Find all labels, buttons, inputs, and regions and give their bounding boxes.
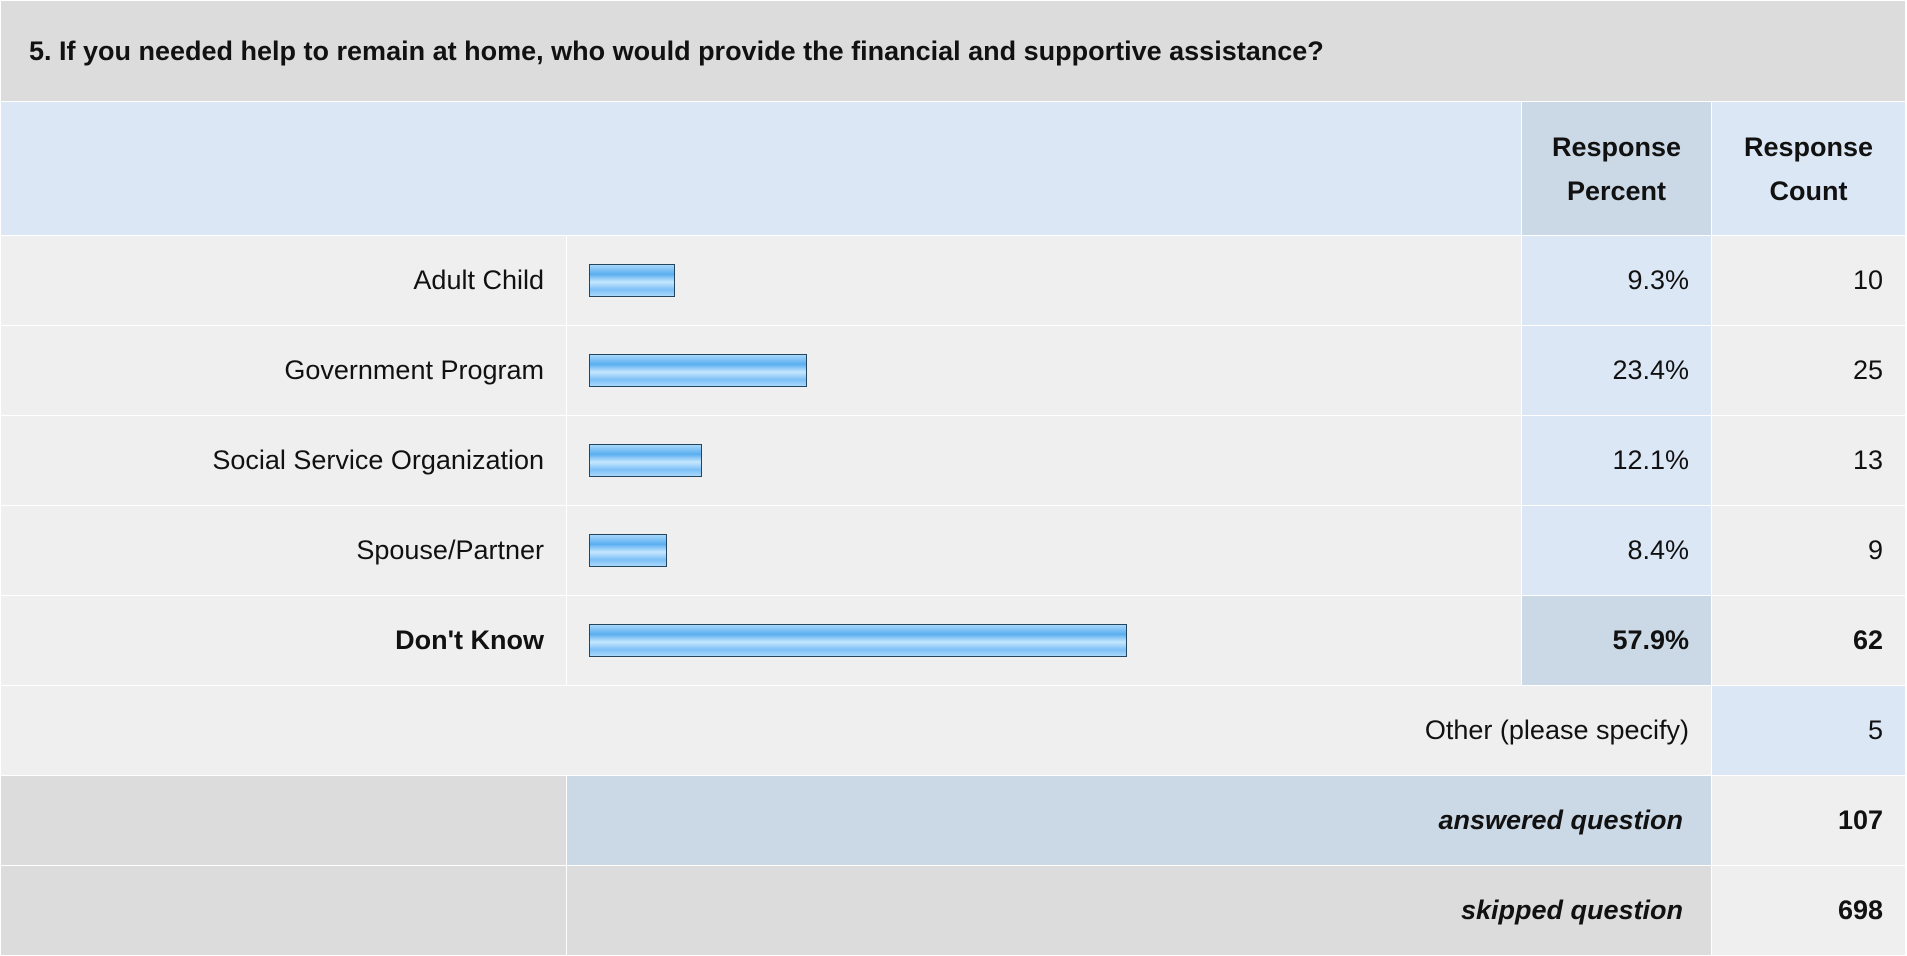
answer-label: Government Program	[0, 325, 567, 416]
answer-percent: 23.4%	[1521, 325, 1712, 416]
other-count: 5	[1710, 685, 1907, 776]
answer-percent: 8.4%	[1521, 505, 1712, 596]
answer-row: Spouse/Partner 8.4% 9	[0, 505, 1907, 596]
answer-bar-cell	[566, 325, 1522, 416]
answer-percent: 12.1%	[1521, 415, 1712, 506]
answer-count: 25	[1710, 325, 1907, 416]
answer-bar	[589, 354, 807, 387]
answered-question-value: 107	[1710, 775, 1907, 866]
header-response-percent: Response Percent	[1521, 101, 1712, 236]
answered-question-label: answered question	[566, 775, 1712, 866]
answer-percent: 9.3%	[1521, 235, 1712, 326]
answer-row: Government Program 23.4% 25	[0, 325, 1907, 416]
answer-row: Social Service Organization 12.1% 13	[0, 415, 1907, 506]
answer-count: 10	[1710, 235, 1907, 326]
answer-bar-cell	[566, 415, 1522, 506]
answer-rows: Adult Child 9.3% 10 Government Program 23.4%…	[0, 235, 1907, 686]
answer-bar-cell	[566, 595, 1522, 686]
answer-bar-cell	[566, 235, 1522, 326]
answer-label: Spouse/Partner	[0, 505, 567, 596]
question-title: 5. If you needed help to remain at home,…	[0, 0, 1907, 102]
answer-label: Social Service Organization	[0, 415, 567, 506]
header-blank	[0, 101, 1522, 236]
skipped-question-value: 698	[1710, 865, 1907, 956]
header-response-count: Response Count	[1710, 101, 1907, 236]
answer-count: 9	[1710, 505, 1907, 596]
answer-row: Adult Child 9.3% 10	[0, 235, 1907, 326]
answer-bar	[589, 444, 702, 477]
answer-label: Don't Know	[0, 595, 567, 686]
answer-percent: 57.9%	[1521, 595, 1712, 686]
other-label: Other (please specify)	[0, 685, 1712, 776]
answer-bar	[589, 264, 675, 297]
answered-blank	[0, 775, 567, 866]
answer-bar	[589, 534, 667, 567]
skipped-blank	[0, 865, 567, 956]
answer-row: Don't Know 57.9% 62	[0, 595, 1907, 686]
answer-count: 62	[1710, 595, 1907, 686]
answer-label: Adult Child	[0, 235, 567, 326]
answer-bar	[589, 624, 1127, 657]
answer-bar-cell	[566, 505, 1522, 596]
skipped-question-label: skipped question	[566, 865, 1712, 956]
answer-count: 13	[1710, 415, 1907, 506]
